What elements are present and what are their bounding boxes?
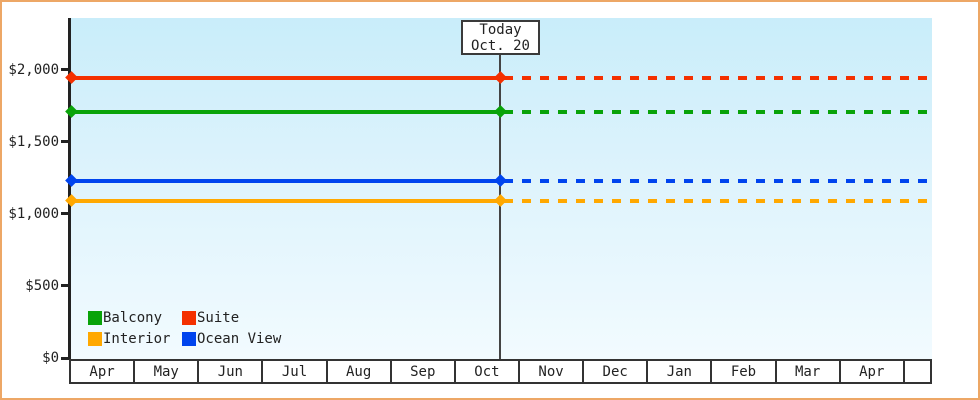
legend-item-interior: Interior xyxy=(88,332,182,346)
legend-swatch-icon xyxy=(182,311,196,325)
series-line-solid-interior xyxy=(71,198,500,203)
series-line-solid-ocean-view xyxy=(71,178,500,183)
legend-item-balcony: Balcony xyxy=(88,311,182,325)
legend-label: Interior xyxy=(103,331,171,347)
y-tick-mark xyxy=(61,356,69,360)
plot-area xyxy=(71,18,932,359)
month-cell-aug: Aug xyxy=(328,361,392,382)
month-cell-nov: Nov xyxy=(520,361,585,382)
month-cell-feb: Feb xyxy=(712,361,777,382)
y-tick-label: $500 xyxy=(25,277,59,294)
month-cell-jun: Jun xyxy=(199,361,264,382)
month-cell-jan: Jan xyxy=(648,361,713,382)
series-line-solid-suite xyxy=(71,75,500,80)
y-tick-label: $1,000 xyxy=(8,205,59,222)
today-annotation: Today Oct. 20 xyxy=(461,20,540,55)
series-line-solid-balcony xyxy=(71,109,500,114)
month-cell-jul: Jul xyxy=(263,361,328,382)
legend-label: Ocean View xyxy=(197,331,282,347)
month-cell-oct: Oct xyxy=(456,361,520,382)
legend-label: Balcony xyxy=(103,310,163,326)
legend: Balcony Suite Interior Ocean View xyxy=(88,311,281,346)
month-cell-dec: Dec xyxy=(584,361,649,382)
y-tick-label: $2,000 xyxy=(8,61,59,78)
y-tick-mark xyxy=(61,284,69,288)
month-cell-may: May xyxy=(135,361,200,382)
legend-item-suite: Suite xyxy=(182,311,281,325)
y-tick-mark xyxy=(61,212,69,216)
series-line-dotted-suite xyxy=(504,75,932,80)
month-cell-apr: Apr xyxy=(71,361,136,382)
series-line-dotted-interior xyxy=(504,198,932,203)
y-tick-mark xyxy=(61,140,69,144)
y-axis xyxy=(68,18,71,359)
legend-swatch-icon xyxy=(88,311,102,325)
legend-swatch-icon xyxy=(88,332,102,346)
legend-label: Suite xyxy=(197,310,240,326)
series-line-dotted-ocean-view xyxy=(504,178,932,183)
today-annotation-date: Oct. 20 xyxy=(470,38,530,54)
y-tick-mark xyxy=(61,68,69,72)
series-line-dotted-balcony xyxy=(504,109,932,114)
today-annotation-title: Today xyxy=(479,22,522,38)
y-tick-label: $1,500 xyxy=(8,133,59,150)
x-axis-month-row: Apr May Jun Jul Aug Sep Oct Nov Dec Jan Feb Mar Apr xyxy=(69,359,932,384)
legend-swatch-icon xyxy=(182,332,196,346)
month-cell-mar: Mar xyxy=(777,361,841,382)
month-cell-empty xyxy=(905,361,930,382)
y-tick-label: $0 xyxy=(42,350,59,366)
legend-item-ocean-view: Ocean View xyxy=(182,332,281,346)
month-cell-apr: Apr xyxy=(841,361,905,382)
month-cell-sep: Sep xyxy=(392,361,456,382)
